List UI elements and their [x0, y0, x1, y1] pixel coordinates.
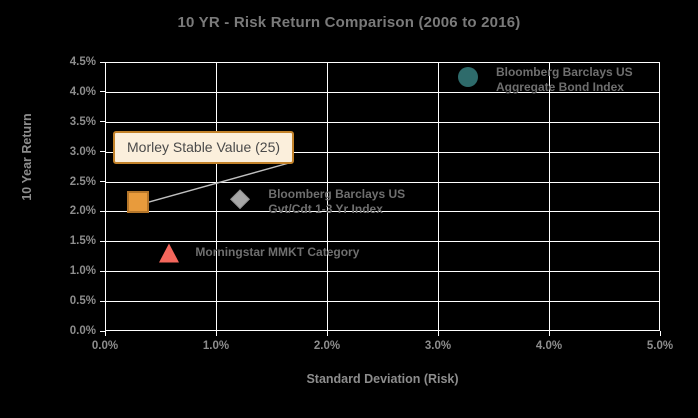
- x-axis-tick-label: 2.0%: [313, 340, 341, 352]
- gridline-vertical: [216, 63, 217, 330]
- y-axis-title: 10 Year Return: [20, 113, 34, 201]
- data-point-square: [127, 191, 150, 214]
- plot-area: [105, 62, 660, 331]
- y-axis-tick-label: 1.5%: [69, 235, 96, 248]
- gridline-vertical: [327, 63, 328, 330]
- gridline-horizontal: [106, 241, 659, 243]
- x-axis-tick-mark: [548, 331, 550, 336]
- y-axis-tick-label: 3.5%: [69, 115, 96, 128]
- y-axis-tick-label: 2.0%: [69, 205, 96, 218]
- gridline-horizontal: [106, 91, 659, 93]
- y-axis-tick-label: 1.0%: [69, 265, 96, 278]
- y-axis-tick-label: 4.5%: [69, 56, 96, 68]
- y-axis-tick-label: 3.0%: [69, 145, 96, 158]
- x-axis-tick-label: 4.0%: [535, 340, 563, 352]
- x-axis-tick-label: 3.0%: [424, 340, 452, 352]
- data-point-circle: [457, 66, 478, 87]
- x-axis-title: Standard Deviation (Risk): [306, 372, 459, 386]
- x-axis-tick-mark: [437, 331, 439, 336]
- gridline-horizontal: [106, 181, 659, 183]
- x-axis-tick-mark: [659, 331, 661, 336]
- gridline-vertical: [549, 63, 550, 330]
- x-axis-tick-label: 0.0%: [91, 340, 119, 352]
- gridline-horizontal: [106, 121, 659, 123]
- gridline-vertical: [438, 63, 439, 330]
- y-axis-tick-label: 4.0%: [69, 85, 96, 98]
- x-axis-tick-mark: [215, 331, 217, 336]
- gridline-horizontal: [106, 301, 659, 303]
- x-axis-tick-label: 5.0%: [646, 340, 674, 352]
- y-axis-tick-label: 0.0%: [69, 325, 96, 337]
- y-axis-tick-label: 0.5%: [69, 295, 96, 308]
- callout-morley-stable-value: Morley Stable Value (25): [113, 131, 295, 164]
- chart-title: 10 YR - Risk Return Comparison (2006 to …: [177, 14, 521, 31]
- gridline-horizontal: [106, 271, 659, 273]
- gridline-horizontal: [106, 211, 659, 213]
- y-axis-tick-label: 2.5%: [69, 175, 96, 188]
- x-axis-tick-mark: [326, 331, 328, 336]
- x-axis-tick-mark: [104, 331, 106, 336]
- data-point-triangle: [159, 243, 180, 263]
- x-axis-tick-label: 1.0%: [202, 340, 230, 352]
- gridline-horizontal: [106, 151, 659, 153]
